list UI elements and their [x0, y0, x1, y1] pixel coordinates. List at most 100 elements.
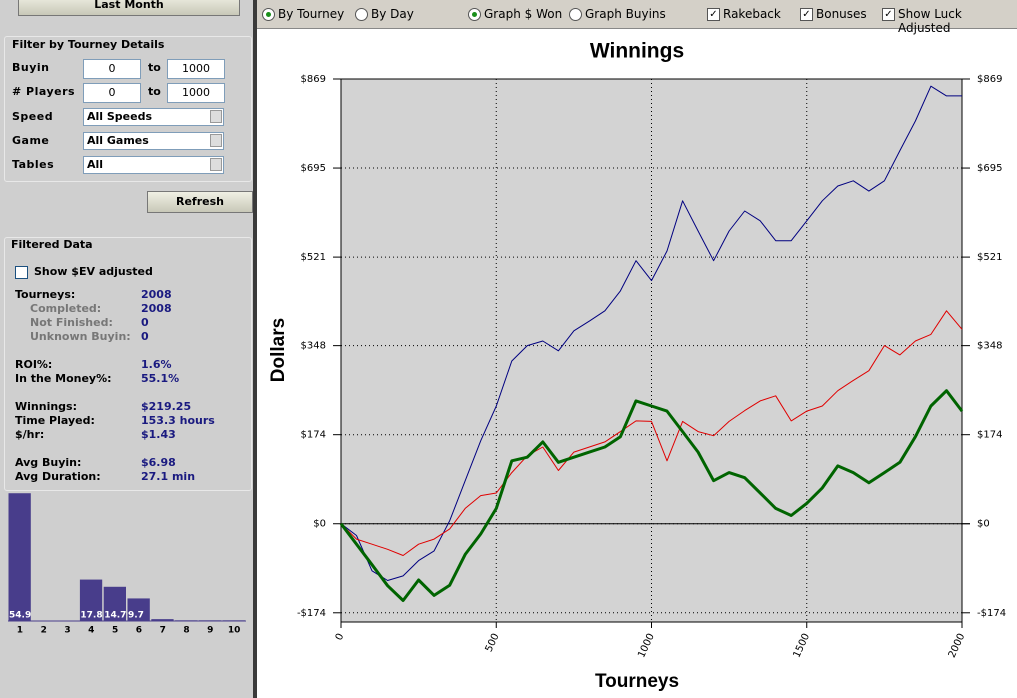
stat-label: Completed: — [30, 302, 102, 315]
y2-tick-label: $174 — [977, 430, 1002, 441]
radio-button[interactable] — [468, 8, 481, 21]
x-axis-label: Tourneys — [595, 671, 679, 692]
filter-label: Tables — [12, 158, 55, 171]
bar — [127, 598, 150, 621]
stat-value: 55.1% — [141, 372, 180, 385]
radio-button[interactable] — [569, 8, 582, 21]
series-line — [340, 310, 963, 556]
y-tick-label: $348 — [301, 341, 326, 352]
bar — [222, 620, 245, 621]
option-label: Show Luck Adjusted — [898, 7, 962, 35]
ev-checkbox[interactable] — [15, 266, 28, 279]
x-tick-label: 2000 — [947, 632, 968, 660]
stat-value: $6.98 — [141, 456, 176, 469]
bar — [79, 579, 103, 621]
filter-label: Game — [12, 134, 50, 147]
category-label: 3 — [64, 626, 70, 636]
x-tick-label: 500 — [484, 632, 502, 654]
option-label: Graph Buyins — [585, 7, 666, 21]
stat-value: $1.43 — [141, 428, 176, 441]
option-label: Rakeback — [723, 7, 781, 21]
to-label: to — [148, 85, 161, 98]
to-label: to — [148, 61, 161, 74]
y2-tick-label: $348 — [977, 341, 1002, 352]
y-tick-label: $521 — [301, 252, 326, 263]
bar — [151, 619, 174, 621]
bar-label: 9.7 — [128, 611, 144, 621]
bar — [198, 620, 222, 621]
min-input[interactable]: 0 — [83, 83, 141, 103]
option-label: By Day — [371, 7, 414, 21]
y-tick-label: -$174 — [297, 608, 326, 619]
y-tick-label: $695 — [301, 163, 326, 174]
stat-value: 153.3 hours — [141, 414, 215, 427]
category-label: 7 — [160, 626, 166, 636]
radio-button[interactable] — [262, 8, 275, 21]
plot-area — [340, 78, 963, 623]
select[interactable]: All Games — [83, 132, 224, 150]
y-tick-label: $869 — [301, 74, 326, 85]
filter-label: # Players — [12, 85, 76, 98]
y2-tick-label: $869 — [977, 74, 1002, 85]
stat-value: $219.25 — [141, 400, 192, 413]
checkbox[interactable]: ✓ — [800, 8, 813, 21]
x-tick-label: 1000 — [636, 632, 657, 660]
stat-value: 1.6% — [141, 358, 172, 371]
series-line — [339, 389, 964, 602]
min-input[interactable]: 0 — [83, 59, 141, 79]
toolbar: By Tourney By Day Graph $ Won Graph Buyins ✓… — [257, 0, 1017, 35]
x-tick-label: 0 — [334, 632, 347, 642]
select[interactable]: All Speeds — [83, 108, 224, 126]
stat-value: 2008 — [141, 288, 172, 301]
select[interactable]: All — [83, 156, 224, 174]
stat-label: Time Played: — [15, 414, 95, 427]
histogram: 54.9 1 2 3 17.8 4 14.7 5 9.7 6 7 8 9 10 — [8, 493, 246, 636]
filtered-box — [4, 237, 252, 491]
stat-label: Not Finished: — [30, 316, 113, 329]
series-line — [340, 85, 962, 581]
stat-value: 27.1 min — [141, 470, 196, 483]
bar — [8, 493, 31, 621]
filtered-title: Filtered Data — [11, 238, 93, 251]
category-label: 2 — [41, 626, 47, 636]
y2-tick-label: $0 — [977, 519, 990, 530]
category-label: 9 — [207, 626, 213, 636]
x-tick-label: 1500 — [791, 632, 812, 660]
y2-tick-label: $521 — [977, 252, 1002, 263]
radio-dot — [266, 12, 271, 17]
stat-label: ROI%: — [15, 358, 53, 371]
stat-label: $/hr: — [15, 428, 45, 441]
period-button[interactable]: Last Month — [18, 0, 240, 16]
chart-title: Winnings — [590, 40, 684, 63]
filter-box — [4, 36, 252, 182]
option-label: By Tourney — [278, 7, 345, 21]
stat-label: Winnings: — [15, 400, 77, 413]
max-input[interactable]: 1000 — [167, 59, 225, 79]
checkbox[interactable]: ✓ — [707, 8, 720, 21]
stat-label: Avg Duration: — [15, 470, 101, 483]
y-axis-label: Dollars — [268, 318, 289, 382]
filter-title: Filter by Tourney Details — [12, 38, 165, 51]
chart: Winnings Tourneys Dollars -$174 -$174 $0 $0 $17… — [268, 40, 1006, 692]
checkbox[interactable]: ✓ — [882, 8, 895, 21]
filter-label: Buyin — [12, 61, 50, 74]
bar-label: 17.8 — [80, 611, 102, 621]
category-label: 5 — [112, 626, 118, 636]
stat-label: Tourneys: — [15, 288, 76, 301]
bar-label: 14.7 — [104, 611, 126, 621]
stat-value: 2008 — [141, 302, 172, 315]
ev-label: Show $EV adjusted — [34, 265, 153, 278]
y-tick-label: $0 — [313, 519, 326, 530]
radio-button[interactable] — [355, 8, 368, 21]
category-label: 8 — [183, 626, 189, 636]
filter-label: Speed — [12, 110, 54, 123]
category-label: 1 — [17, 626, 23, 636]
bar — [103, 586, 126, 621]
option-label: Graph $ Won — [484, 7, 563, 21]
refresh-button[interactable]: Refresh — [147, 191, 253, 213]
option-label: Bonuses — [816, 7, 867, 21]
bar-label: 54.9 — [9, 611, 31, 621]
max-input[interactable]: 1000 — [167, 83, 225, 103]
y-tick-label: $174 — [301, 430, 326, 441]
y2-tick-label: $695 — [977, 163, 1002, 174]
